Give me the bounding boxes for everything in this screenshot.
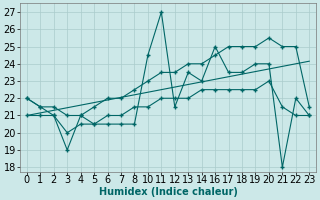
X-axis label: Humidex (Indice chaleur): Humidex (Indice chaleur) xyxy=(99,187,237,197)
